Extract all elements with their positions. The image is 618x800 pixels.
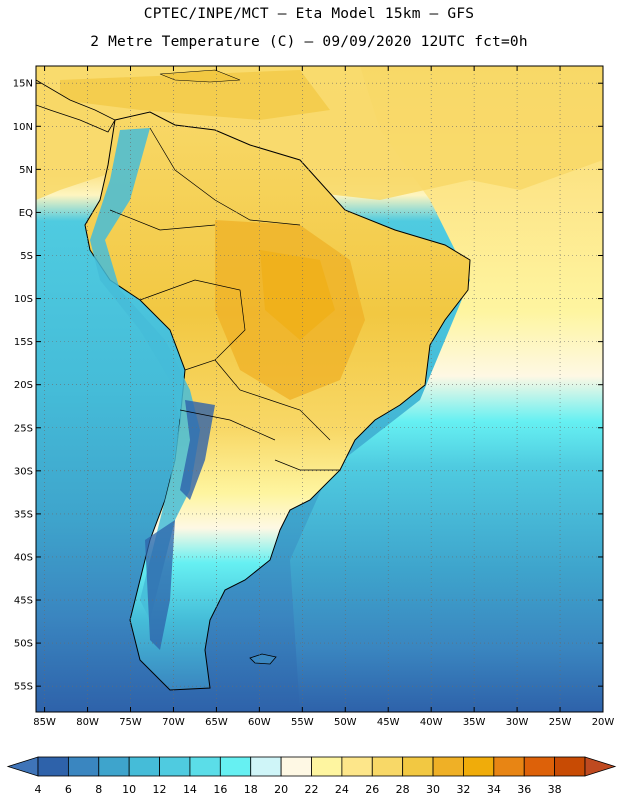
lat-tick-label: 10S [14, 294, 33, 305]
colorbar-swatch [311, 756, 343, 777]
chart-title: CPTEC/INPE/MCT – Eta Model 15km – GFS [143, 6, 475, 22]
colorbar-swatch [280, 756, 312, 777]
lon-tick-label: 20W [592, 717, 615, 728]
colorbar-swatch [98, 756, 130, 777]
colorbar-swatch [250, 756, 282, 777]
lat-tick-label: 40S [14, 552, 33, 563]
lat-tick-label: 55S [14, 682, 33, 693]
colorbar-swatch [432, 756, 464, 777]
lon-tick-label: 55W [291, 717, 314, 728]
colorbar-label: 10 [122, 783, 136, 796]
colorbar-label: 38 [548, 783, 562, 796]
colorbar-swatch [523, 756, 556, 777]
colorbar-label: 36 [517, 783, 531, 796]
colorbar-label: 28 [396, 783, 410, 796]
lon-tick-label: 65W [205, 717, 228, 728]
colorbar-label: 20 [274, 783, 288, 796]
lon-tick-label: 75W [119, 717, 142, 728]
temperature-field [36, 66, 603, 712]
lat-tick-label: 5S [20, 251, 33, 262]
lon-tick-label: 35W [463, 717, 486, 728]
lat-tick-label: 25S [14, 423, 33, 434]
colorbar-label: 32 [456, 783, 470, 796]
colorbar-swatch [37, 756, 69, 777]
lon-tick-label: 40W [420, 717, 443, 728]
colorbar-label: 6 [65, 783, 72, 796]
lon-tick-label: 45W [377, 717, 400, 728]
colorbar-label: 14 [183, 783, 197, 796]
colorbar-label: 24 [335, 783, 349, 796]
lat-tick-label: 35S [14, 509, 33, 520]
colorbar-swatch [554, 756, 586, 777]
colorbar-label: 30 [426, 783, 440, 796]
lat-tick-label: 50S [14, 639, 33, 650]
colorbar-swatch [402, 756, 434, 777]
colorbar-swatch [128, 756, 160, 777]
lat-tick-label: 5N [19, 165, 33, 176]
lon-tick-label: 70W [162, 717, 185, 728]
lon-tick-label: 60W [248, 717, 271, 728]
lon-tick-label: 85W [33, 717, 56, 728]
colorbar-label: 22 [305, 783, 319, 796]
colorbar: 4 6 8 10 12 14 16 18 20 22 24 26 28 30 32 34 36 38 [6, 756, 617, 796]
colorbar-swatch [341, 756, 373, 777]
colorbar-label: 34 [487, 783, 501, 796]
map-frame [35, 65, 604, 713]
longitude-axis: 85W 80W 75W 70W 65W 60W 55W 50W 45W 40W 35W 30W 25W 2… [33, 66, 614, 728]
colorbar-label: 4 [35, 783, 42, 796]
gridlines [36, 66, 604, 712]
colorbar-label: 12 [153, 783, 167, 796]
lat-tick-label: 30S [14, 466, 33, 477]
colorbar-label: 8 [95, 783, 102, 796]
latitude-axis: 15N 10N 5N EQ 5S 10S 15S 20S 25S 30S 35S 40S 45S 50S 5… [13, 79, 603, 693]
chart-subtitle: 2 Metre Temperature (C) – 09/09/2020 12U… [90, 34, 528, 50]
colorbar-label: 16 [213, 783, 227, 796]
colorbar-swatch [219, 756, 252, 777]
lat-tick-label: 15N [13, 79, 33, 90]
colorbar-swatch [67, 756, 100, 777]
colorbar-arrow-high [584, 756, 617, 777]
lon-tick-label: 30W [506, 717, 529, 728]
lat-tick-label: 10N [13, 122, 33, 133]
colorbar-label: 18 [244, 783, 258, 796]
colorbar-label: 26 [365, 783, 379, 796]
colorbar-arrow-low [6, 756, 39, 777]
lon-tick-label: 80W [76, 717, 99, 728]
lat-tick-label: 15S [14, 337, 33, 348]
colorbar-swatch [463, 756, 495, 777]
lat-tick-label: 45S [14, 596, 33, 607]
colorbar-swatch [371, 756, 404, 777]
lon-tick-label: 50W [334, 717, 357, 728]
lat-tick-label: EQ [19, 208, 33, 219]
colorbar-swatch [189, 756, 221, 777]
colorbar-swatch [493, 756, 525, 777]
colorbar-swatch [159, 756, 191, 777]
lat-tick-label: 20S [14, 380, 33, 391]
lon-tick-label: 25W [549, 717, 572, 728]
